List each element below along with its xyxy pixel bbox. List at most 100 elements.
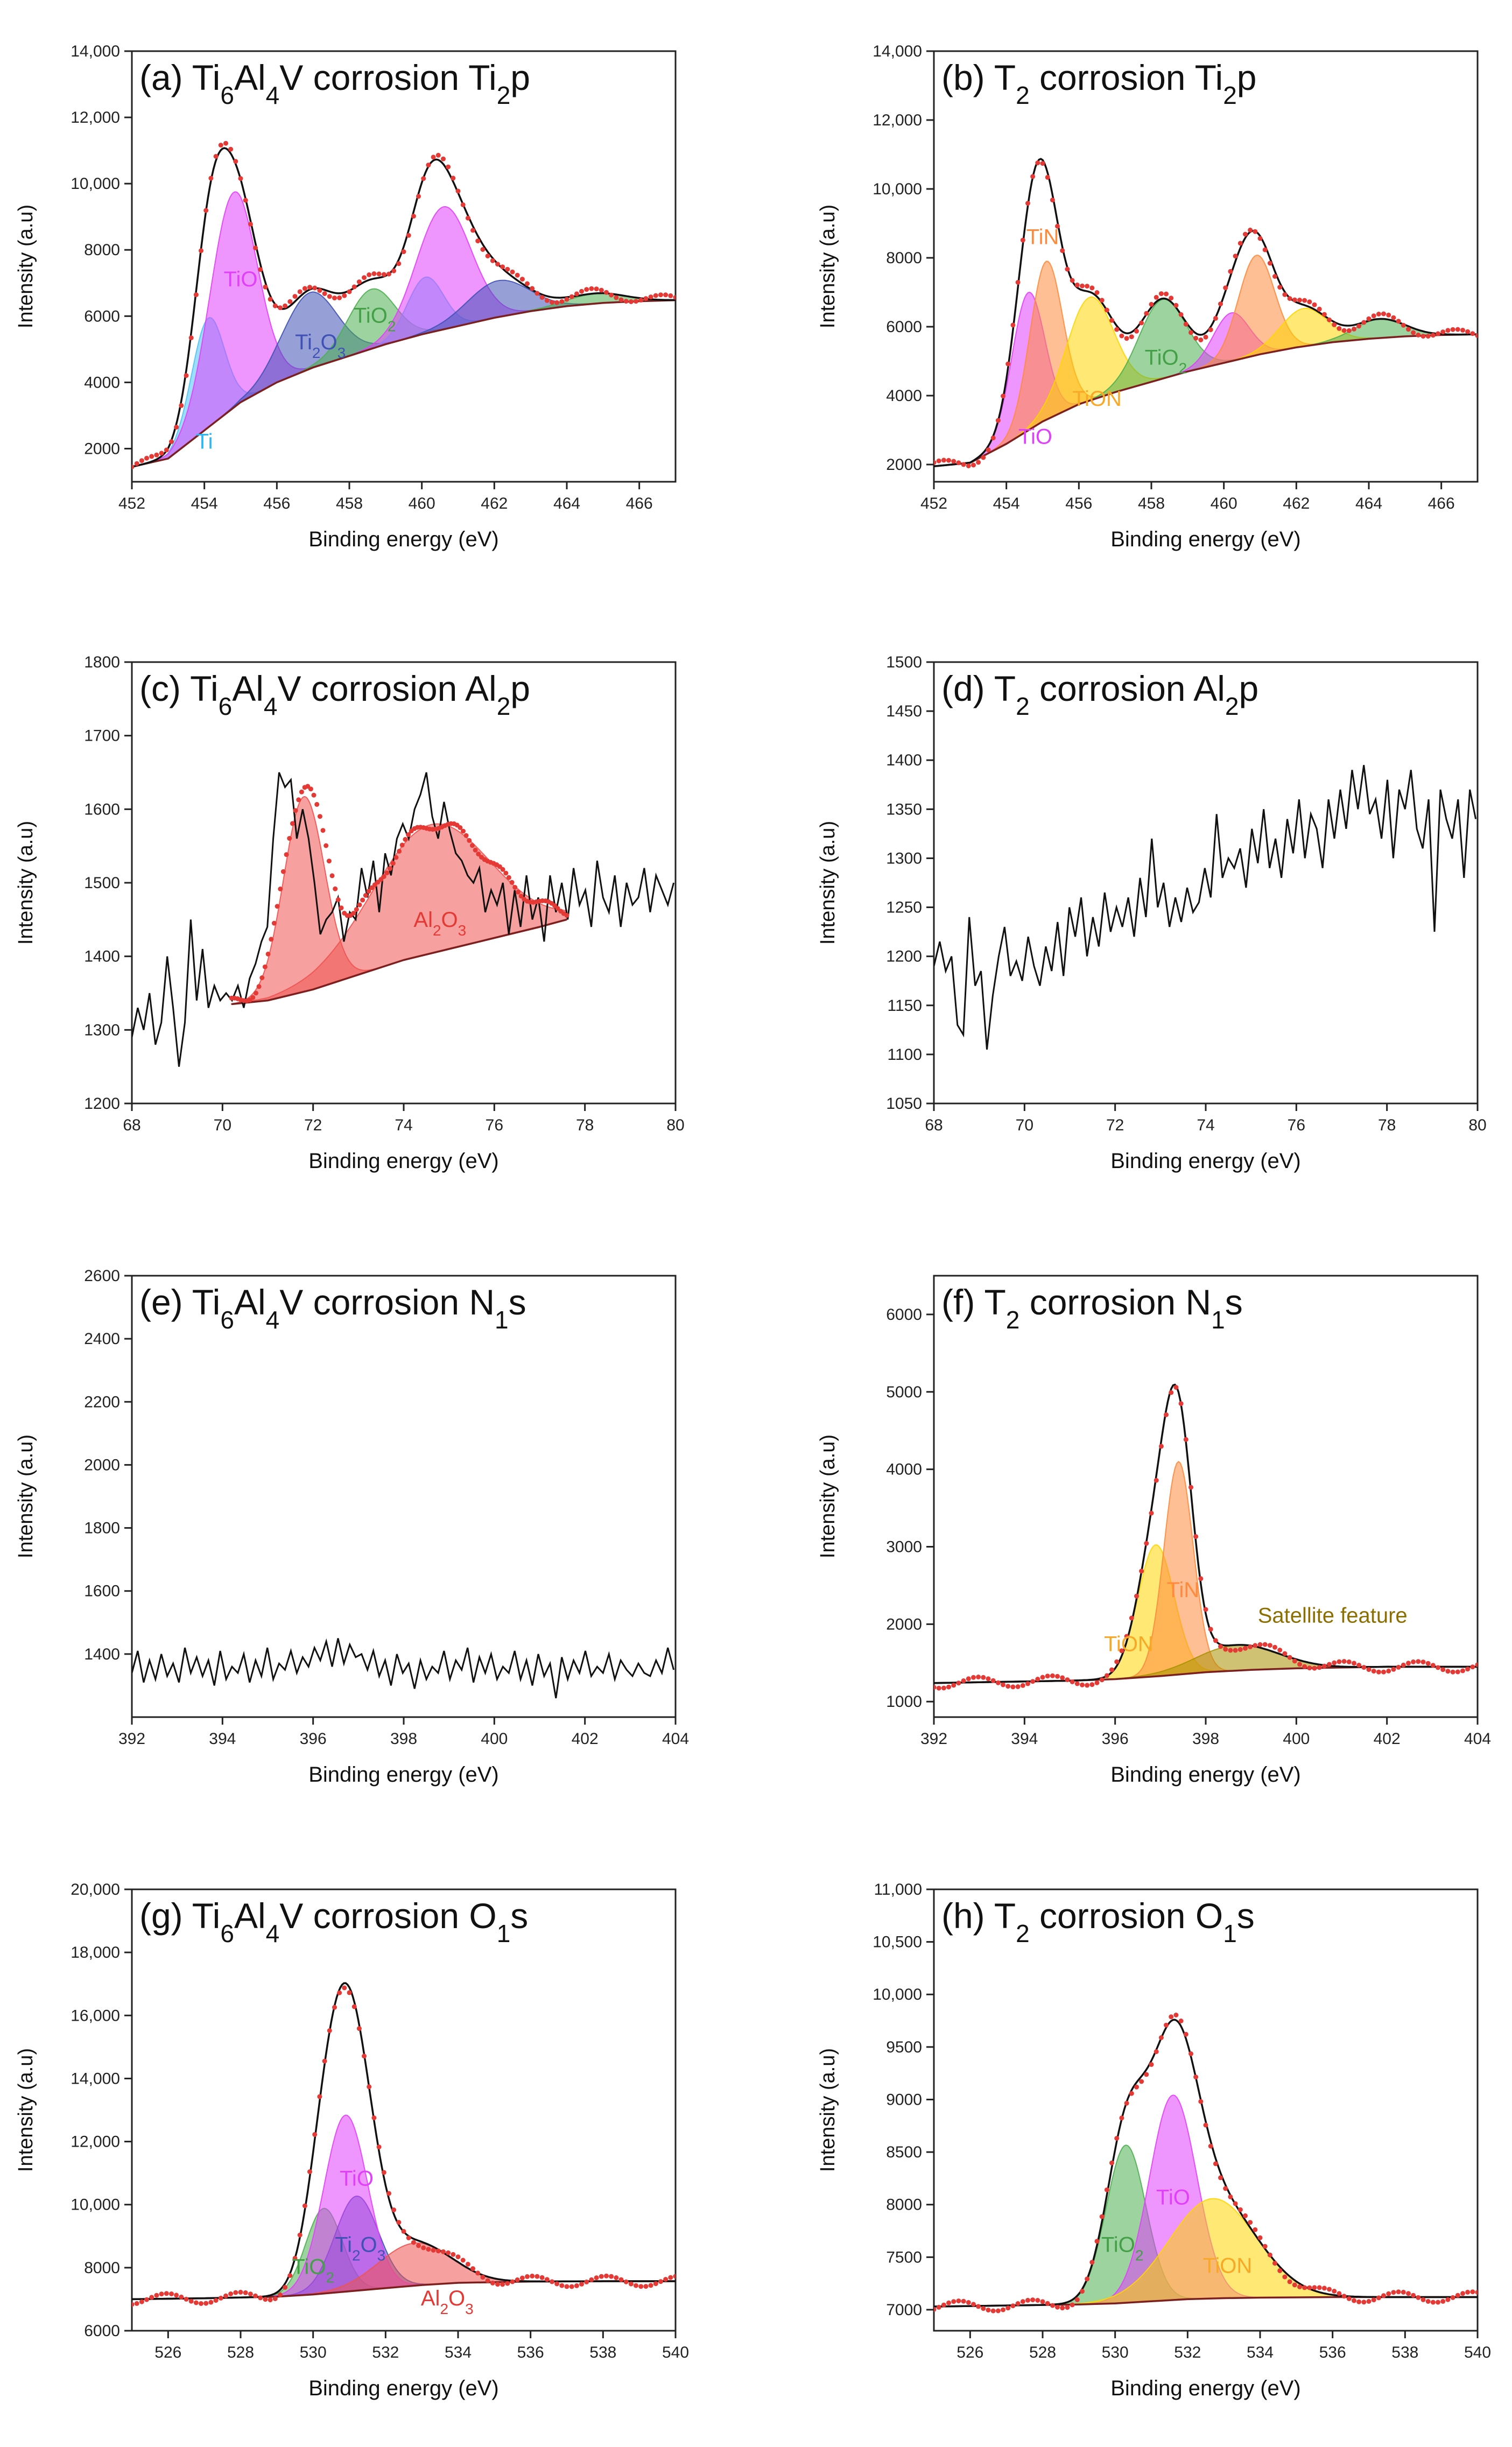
- data-point: [1386, 1668, 1391, 1673]
- data-point: [1257, 2235, 1263, 2240]
- y-tick-label: 14,000: [71, 2070, 120, 2087]
- data-point: [144, 2297, 149, 2302]
- data-point: [1050, 198, 1055, 203]
- y-tick-label: 4000: [886, 387, 922, 405]
- data-point: [535, 291, 540, 296]
- panel-title: (e) Ti6Al4V corrosion N1s: [139, 1282, 526, 1334]
- data-point: [371, 271, 377, 276]
- data-point: [1119, 333, 1124, 339]
- data-point: [250, 995, 256, 1000]
- data-point: [1337, 2291, 1342, 2296]
- data-point: [1030, 174, 1036, 179]
- data-point: [961, 1678, 966, 1683]
- data-point: [1297, 298, 1302, 303]
- y-tick-label: 1050: [886, 1095, 922, 1113]
- x-tick-label: 70: [214, 1116, 231, 1134]
- data-point: [934, 2307, 937, 2312]
- data-point: [1287, 296, 1292, 301]
- data-point: [1455, 2293, 1460, 2298]
- x-tick-label: 392: [920, 1730, 947, 1748]
- data-point: [1243, 1646, 1248, 1651]
- data-point: [253, 245, 258, 251]
- data-point: [1381, 2293, 1386, 2298]
- y-tick-label: 6000: [886, 318, 922, 336]
- data-point: [510, 269, 515, 275]
- data-point: [1035, 1677, 1040, 1682]
- data-point: [421, 2245, 426, 2251]
- data-point: [327, 294, 332, 299]
- data-point: [228, 146, 234, 152]
- data-point: [569, 294, 574, 299]
- data-point: [1302, 298, 1307, 303]
- x-axis-label: Binding energy (eV): [1110, 1763, 1301, 1787]
- component-label: TiN: [1026, 225, 1059, 249]
- data-point: [1272, 274, 1277, 279]
- data-point: [388, 866, 393, 871]
- data-point: [480, 2275, 486, 2280]
- data-point: [431, 2247, 436, 2253]
- data-point: [1085, 284, 1090, 289]
- data-point: [307, 285, 312, 290]
- data-point: [287, 836, 292, 841]
- data-point: [599, 2274, 604, 2279]
- data-point: [1371, 1669, 1376, 1674]
- data-point: [272, 303, 278, 308]
- data-point: [609, 2274, 614, 2279]
- data-point: [1089, 2260, 1095, 2265]
- panel-title: (f) T2 corrosion N1s: [941, 1282, 1243, 1334]
- x-axis-label: Binding energy (eV): [1110, 2376, 1301, 2400]
- data-point: [634, 2283, 638, 2288]
- x-tick-label: 396: [300, 1730, 327, 1748]
- data-point: [614, 2275, 619, 2280]
- data-point: [473, 847, 478, 853]
- panel-d: 68 70 72 74 76 78 80 1050 1100 1150 1200 1250 1300 13…: [817, 653, 1487, 1173]
- data-point: [995, 1680, 1001, 1685]
- data-point: [1129, 1615, 1134, 1621]
- y-tick-label: 10,000: [71, 2196, 120, 2214]
- data-point: [1099, 2214, 1105, 2219]
- data-point: [333, 886, 338, 891]
- data-point: [426, 163, 431, 168]
- data-point: [132, 2302, 135, 2307]
- data-point: [426, 2247, 431, 2252]
- data-point: [653, 2281, 658, 2287]
- data-point: [258, 267, 263, 272]
- data-point: [1430, 333, 1436, 338]
- data-point: [1352, 1661, 1356, 1666]
- data-point: [1277, 2268, 1283, 2273]
- data-point: [1124, 1634, 1129, 1639]
- data-point: [1475, 333, 1478, 339]
- data-point: [154, 452, 159, 458]
- data-point: [1406, 327, 1411, 332]
- data-point: [1470, 1664, 1475, 1670]
- data-point: [1010, 2303, 1016, 2309]
- data-point: [1411, 2293, 1416, 2298]
- data-point: [371, 2115, 377, 2120]
- x-tick-label: 68: [925, 1116, 943, 1134]
- measured-points: [132, 140, 676, 469]
- data-point: [1085, 2276, 1090, 2282]
- y-tick-label: 8500: [886, 2143, 922, 2161]
- x-tick-label: 526: [154, 2344, 181, 2361]
- x-tick-label: 400: [481, 1730, 508, 1748]
- data-point: [1253, 229, 1258, 234]
- data-point: [1188, 1485, 1193, 1490]
- data-point: [254, 990, 258, 996]
- data-point: [946, 1684, 951, 1690]
- data-point: [500, 264, 505, 270]
- data-point: [559, 2283, 565, 2288]
- data-point: [1312, 2285, 1317, 2290]
- y-tick-label: 6000: [84, 307, 120, 325]
- data-point: [480, 247, 486, 252]
- y-tick-label: 2000: [886, 1615, 922, 1633]
- x-tick-label: 462: [481, 495, 508, 512]
- data-point: [1040, 2299, 1045, 2304]
- data-point: [446, 2250, 451, 2255]
- data-point: [307, 2169, 312, 2175]
- data-point: [1317, 2285, 1322, 2290]
- data-point: [668, 293, 673, 298]
- data-point: [451, 175, 456, 181]
- data-point: [490, 2280, 495, 2286]
- data-point: [539, 295, 545, 300]
- data-point: [1386, 312, 1391, 318]
